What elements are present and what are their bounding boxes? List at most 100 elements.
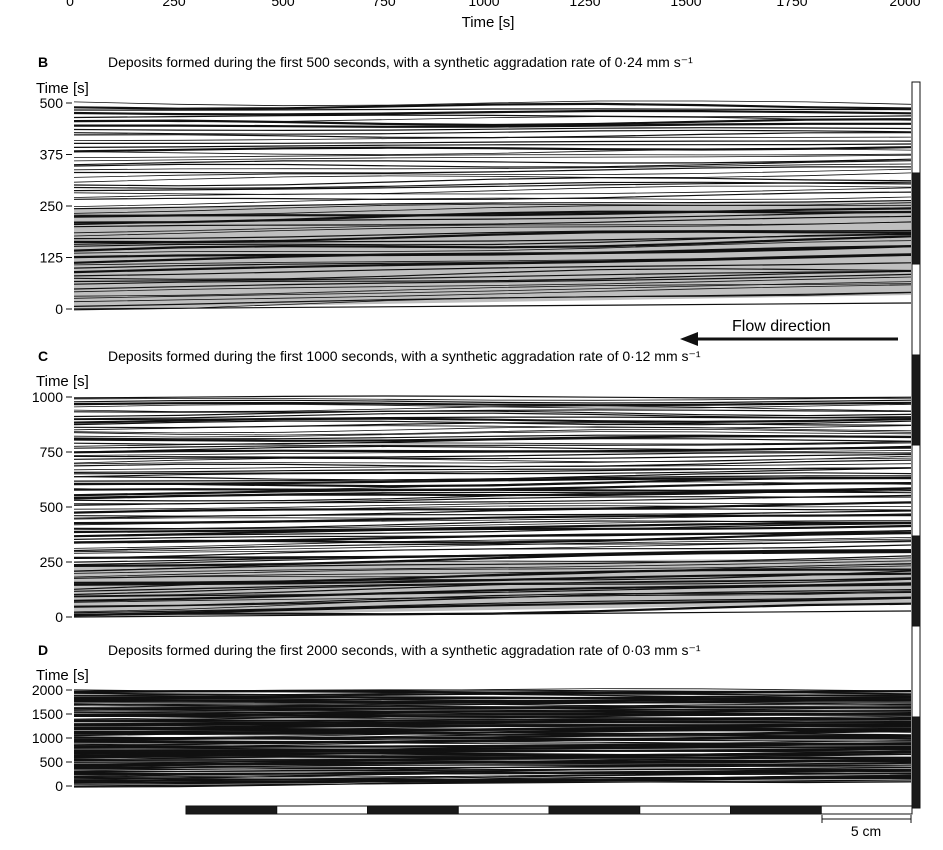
layer-line: [73, 537, 912, 549]
scale-segment: [911, 263, 921, 356]
layer-line: [73, 153, 912, 158]
y-axis-label: Time [s]: [36, 373, 89, 390]
y-axis: 0 500 1000 1500 2000: [32, 682, 72, 794]
layer-line: [73, 578, 912, 596]
y-tick-label: 0: [55, 778, 63, 794]
layer-line: [73, 452, 912, 458]
layer-line: [73, 490, 912, 498]
layer-line: [73, 268, 912, 280]
scale-segment: [639, 805, 731, 815]
layer-line: [73, 270, 912, 285]
layer-line: [73, 453, 912, 460]
deposit-layers: [73, 688, 912, 788]
layer-line: [73, 245, 912, 259]
y-tick-label: 250: [40, 198, 64, 214]
layer-line: [73, 715, 912, 720]
scale-bar-label: 5 cm: [851, 823, 881, 839]
layer-line: [73, 482, 912, 492]
layer-line: [73, 409, 912, 413]
scale-segment: [911, 444, 921, 537]
y-tick-label: 125: [40, 250, 64, 266]
layer-line: [73, 549, 912, 559]
layer-line: [73, 401, 912, 407]
flow-direction-label: Flow direction: [732, 318, 831, 335]
layer-line: [73, 431, 912, 438]
layer-line: [73, 540, 912, 552]
y-axis-label: Time [s]: [36, 80, 89, 97]
layer-line: [73, 230, 912, 244]
layer-line: [73, 720, 912, 726]
panel-letter: C: [38, 348, 48, 364]
top-tick-label: 0: [66, 0, 74, 9]
layer-line: [73, 154, 912, 162]
layer-line: [73, 255, 912, 266]
panel-caption: Deposits formed during the first 1000 se…: [108, 348, 701, 364]
layer-line: [73, 187, 912, 198]
layer-line: [73, 563, 912, 578]
scale-segment: [276, 805, 368, 815]
top-axis: 0 250 500 750 1000 1250 1500 1750 2000 T…: [66, 0, 921, 31]
scale-segment: [911, 172, 921, 265]
panel-letter: B: [38, 54, 48, 70]
layer-line: [73, 688, 912, 692]
y-tick-label: 500: [40, 754, 64, 770]
y-tick-label: 1000: [32, 730, 63, 746]
layer-line: [73, 302, 912, 310]
layer-line: [73, 779, 912, 787]
top-tick-label: 2000: [889, 0, 920, 9]
layer-line: [74, 140, 912, 144]
vertical-scale-bar: [911, 81, 921, 809]
layer-line: [73, 565, 912, 579]
layer-line: [73, 521, 912, 534]
y-tick-label: 2000: [32, 682, 63, 698]
layer-line: [73, 403, 912, 409]
layer-line: [73, 501, 912, 514]
layer-line: [73, 127, 912, 132]
flow-arrow-icon: [680, 332, 698, 346]
layer-line: [73, 116, 912, 123]
layer-line: [73, 524, 912, 538]
layer-line: [73, 129, 912, 135]
scale-segment: [367, 805, 459, 815]
panel-caption: Deposits formed during the first 500 sec…: [108, 54, 693, 70]
layer-line: [73, 200, 912, 210]
layer-line: [73, 589, 912, 608]
layer-line: [73, 610, 912, 618]
layer-line: [73, 221, 912, 237]
layer-line: [73, 435, 912, 442]
horizontal-scale-bar: [185, 805, 913, 815]
layer-line: [73, 712, 912, 718]
layer-line: [73, 590, 912, 603]
layer-line: [73, 523, 912, 537]
layer-line: [73, 291, 912, 307]
layer-line: [73, 596, 912, 614]
layer-line: [73, 442, 912, 449]
layer-line: [73, 434, 912, 440]
panel-caption: Deposits formed during the first 2000 se…: [108, 642, 701, 658]
scale-segment: [185, 805, 278, 815]
layer-line: [73, 756, 911, 761]
layer-line: [73, 109, 912, 116]
layer-line: [73, 467, 912, 473]
layer-line: [74, 496, 912, 505]
layer-line: [73, 132, 912, 139]
layer-line: [73, 555, 912, 572]
layer-line: [74, 166, 911, 174]
layer-line: [73, 428, 912, 436]
layer-line: [73, 215, 912, 228]
layer-line: [73, 508, 912, 517]
y-tick-label: 1000: [32, 389, 63, 405]
flow-indicator: Flow direction: [680, 318, 898, 346]
layer-line: [73, 253, 912, 274]
y-tick-label: 500: [40, 95, 64, 111]
layer-line: [73, 764, 912, 770]
layer-line: [73, 253, 912, 269]
layer-line: [73, 399, 912, 404]
y-tick-label: 1500: [32, 706, 63, 722]
layer-line: [73, 472, 912, 481]
layer-line: [73, 426, 912, 434]
layer-line: [73, 235, 912, 252]
layer-line: [73, 108, 912, 111]
layer-line: [73, 455, 912, 464]
layer-line: [73, 177, 912, 187]
